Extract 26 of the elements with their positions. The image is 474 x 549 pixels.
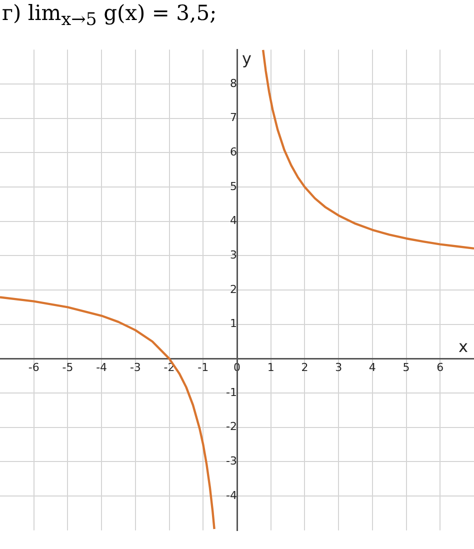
x-tick-label: -6 (28, 361, 40, 374)
x-tick-label: 2 (301, 361, 308, 374)
y-tick-label: -4 (226, 488, 237, 502)
y-tick-label: 7 (230, 111, 237, 124)
x-tick-label: 5 (402, 361, 410, 374)
y-tick-label: 4 (230, 214, 237, 228)
y-axis-title: y (242, 48, 252, 68)
x-axis-title: x (458, 336, 468, 356)
y-tick-label: 3 (230, 248, 237, 262)
y-tick-label: -1 (226, 386, 237, 399)
x-tick-label: -1 (198, 361, 209, 374)
chart-title: г) lim$_{x→5}$ g(x) = 3,5; (1, 0, 218, 32)
y-tick-label: 1 (230, 317, 237, 330)
x-tick-label: 4 (368, 361, 376, 374)
y-tick-label: 5 (230, 180, 237, 193)
x-tick-label: -5 (62, 361, 74, 374)
x-tick-label: 6 (436, 361, 444, 374)
x-tick-label: 3 (335, 361, 342, 374)
y-tick-label: 2 (230, 282, 237, 296)
y-tick-label: 8 (230, 76, 237, 90)
x-tick-label: -3 (130, 361, 141, 374)
x-tick-label: -4 (96, 361, 108, 374)
y-tick-label: -3 (226, 454, 237, 468)
x-tick-label: 1 (267, 361, 274, 374)
y-tick-label: -2 (226, 420, 237, 434)
y-tick-label: 6 (230, 145, 237, 158)
